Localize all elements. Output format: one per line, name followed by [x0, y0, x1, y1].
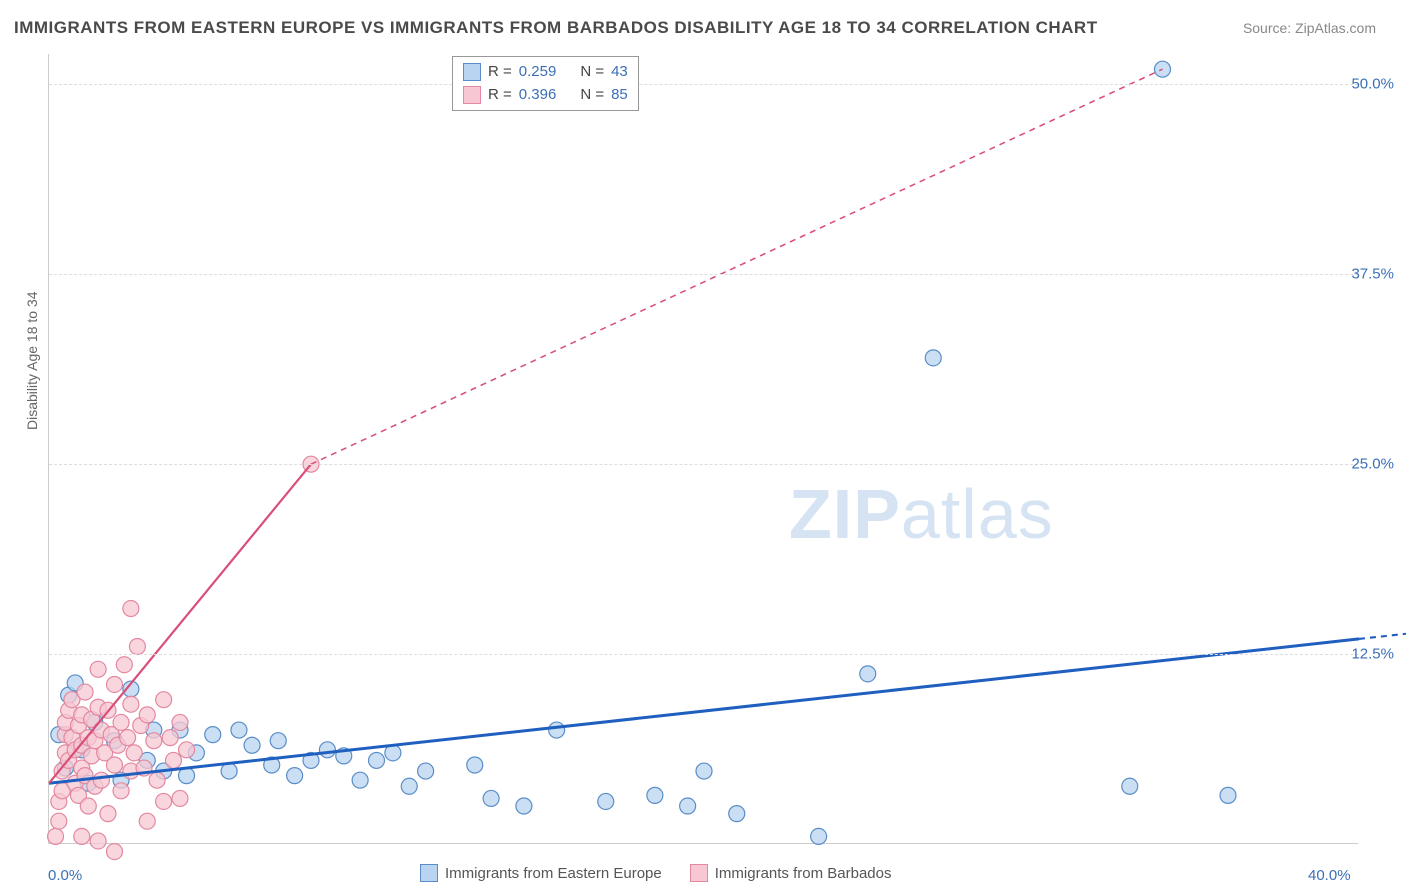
scatter-point [123, 696, 139, 712]
chart-plot-area: ZIPatlas [48, 54, 1358, 844]
scatter-point [696, 763, 712, 779]
scatter-point [93, 772, 109, 788]
n-label: N = [580, 61, 604, 84]
series-swatch [463, 63, 481, 81]
n-value: 43 [611, 61, 628, 84]
scatter-point [51, 813, 67, 829]
scatter-point [352, 772, 368, 788]
scatter-point [369, 752, 385, 768]
scatter-point [149, 772, 165, 788]
scatter-point [172, 790, 188, 806]
scatter-point [100, 806, 116, 822]
correlation-stats-box: R = 0.259 N = 43 R = 0.396 N = 85 [452, 56, 639, 111]
scatter-point [401, 778, 417, 794]
scatter-point [48, 828, 64, 844]
legend-label: Immigrants from Eastern Europe [445, 865, 662, 882]
scatter-point [162, 730, 178, 746]
scatter-point [729, 806, 745, 822]
scatter-point [319, 742, 335, 758]
scatter-point [113, 783, 129, 799]
trend-line-extended [1359, 568, 1406, 639]
scatter-point [516, 798, 532, 814]
scatter-point [77, 684, 93, 700]
trend-line-extended [311, 69, 1163, 464]
scatter-point [107, 757, 123, 773]
scatter-point [418, 763, 434, 779]
scatter-point [172, 714, 188, 730]
source-value: ZipAtlas.com [1295, 20, 1376, 36]
series-swatch [463, 86, 481, 104]
scatter-point [1155, 61, 1171, 77]
r-value: 0.259 [519, 61, 557, 84]
scatter-point [139, 813, 155, 829]
scatter-point [129, 639, 145, 655]
scatter-point [74, 828, 90, 844]
y-tick-label: 25.0% [1351, 456, 1394, 473]
source-label: Source: [1243, 20, 1291, 36]
trend-line [49, 639, 1359, 783]
gridline-h [49, 84, 1358, 85]
r-value: 0.396 [519, 84, 557, 107]
scatter-point [113, 714, 129, 730]
scatter-point [107, 676, 123, 692]
gridline-h [49, 654, 1358, 655]
scatter-point [287, 768, 303, 784]
legend-swatch [420, 864, 438, 882]
gridline-h [49, 274, 1358, 275]
legend-label: Immigrants from Barbados [715, 865, 892, 882]
source-attribution: Source: ZipAtlas.com [1243, 20, 1376, 36]
scatter-point [205, 727, 221, 743]
scatter-point [811, 828, 827, 844]
scatter-point [598, 793, 614, 809]
n-value: 85 [611, 84, 628, 107]
x-tick-label: 0.0% [48, 867, 82, 884]
scatter-point [126, 745, 142, 761]
scatter-point [90, 833, 106, 849]
n-label: N = [580, 84, 604, 107]
scatter-point [139, 707, 155, 723]
y-tick-label: 12.5% [1351, 646, 1394, 663]
x-tick-label: 40.0% [1308, 867, 1351, 884]
scatter-point [1220, 787, 1236, 803]
scatter-point [647, 787, 663, 803]
chart-title: IMMIGRANTS FROM EASTERN EUROPE VS IMMIGR… [14, 18, 1098, 38]
r-label: R = [488, 61, 512, 84]
scatter-point [165, 752, 181, 768]
r-label: R = [488, 84, 512, 107]
scatter-point [146, 733, 162, 749]
scatter-point [270, 733, 286, 749]
y-tick-label: 50.0% [1351, 76, 1394, 93]
scatter-point [244, 737, 260, 753]
scatter-point [860, 666, 876, 682]
chart-legend: Immigrants from Eastern Europe Immigrants… [420, 864, 891, 882]
scatter-point [1122, 778, 1138, 794]
scatter-point [483, 790, 499, 806]
gridline-h [49, 464, 1358, 465]
scatter-point [120, 730, 136, 746]
scatter-point [156, 692, 172, 708]
scatter-point [231, 722, 247, 738]
scatter-point [156, 793, 172, 809]
y-axis-label: Disability Age 18 to 34 [24, 291, 40, 430]
scatter-point [107, 844, 123, 860]
legend-item: Immigrants from Eastern Europe [420, 864, 662, 882]
scatter-point [549, 722, 565, 738]
scatter-point [116, 657, 132, 673]
legend-item: Immigrants from Barbados [690, 864, 892, 882]
scatter-point [80, 798, 96, 814]
scatter-point [123, 601, 139, 617]
stats-row: R = 0.396 N = 85 [463, 84, 628, 107]
scatter-point [467, 757, 483, 773]
scatter-point [680, 798, 696, 814]
scatter-point [90, 661, 106, 677]
scatter-point [925, 350, 941, 366]
legend-swatch [690, 864, 708, 882]
chart-svg [49, 54, 1358, 843]
stats-row: R = 0.259 N = 43 [463, 61, 628, 84]
scatter-point [179, 742, 195, 758]
y-tick-label: 37.5% [1351, 266, 1394, 283]
